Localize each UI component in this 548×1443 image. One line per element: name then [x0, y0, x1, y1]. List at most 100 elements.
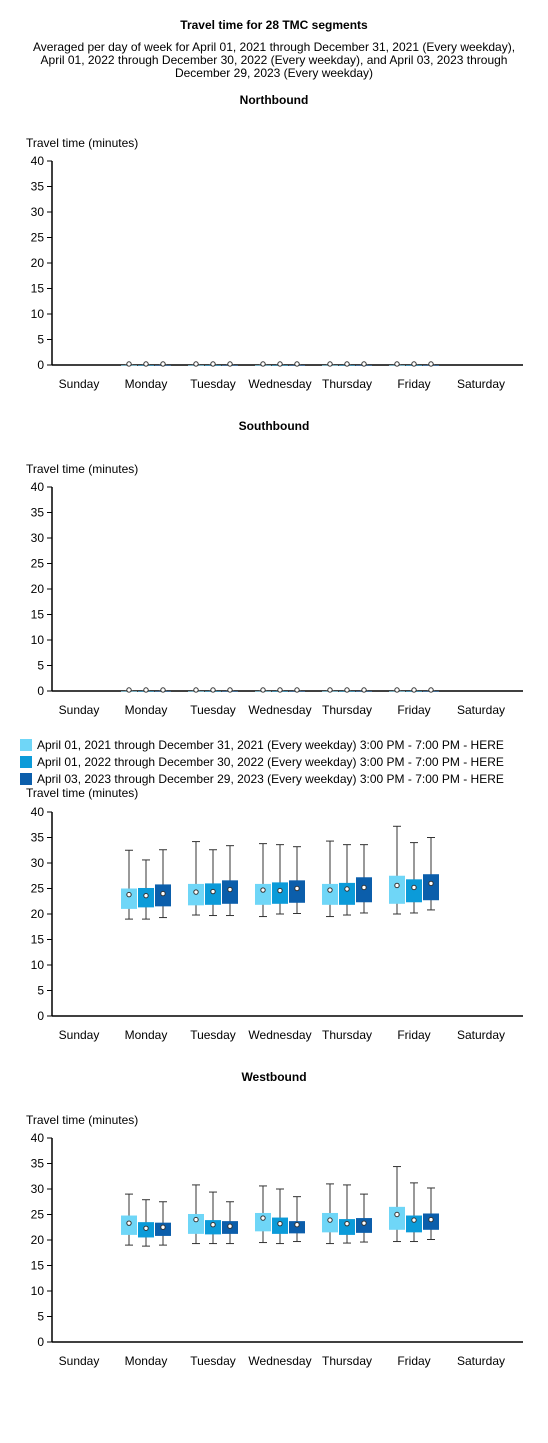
box-plot-mark — [272, 844, 288, 915]
mean-marker — [126, 891, 132, 898]
box-plot-mark — [138, 1199, 154, 1247]
box-iqr — [339, 882, 355, 905]
subtitle-line-1: Averaged per day of week for April 01, 2… — [32, 40, 516, 54]
legend-swatch-2021 — [20, 738, 32, 751]
box-plot-mark — [255, 1185, 271, 1244]
y-tick-label: 10 — [31, 633, 45, 647]
box-plot-mark — [205, 361, 221, 367]
box-iqr — [188, 1213, 204, 1234]
subtitle-line-3: December 29, 2023 (Every weekday) — [174, 66, 374, 80]
mean-marker — [193, 361, 199, 367]
northbound-chart: Northbound Travel time (minutes) 0 5 10 15 20 2… — [26, 93, 523, 391]
page-title: Travel time for 28 TMC segments — [180, 18, 368, 32]
mean-marker — [143, 1225, 149, 1231]
box-plot-mark — [255, 687, 271, 693]
box-plot-mark — [155, 687, 171, 693]
y-tick-label: 5 — [37, 1310, 44, 1324]
box-plot-mark — [155, 361, 171, 367]
mean-marker — [394, 1211, 400, 1218]
y-tick-label: 0 — [37, 684, 44, 698]
x-tick-label: Wednesday — [248, 1354, 311, 1368]
box-plot-mark — [289, 846, 305, 914]
y-tick-label: 25 — [31, 557, 45, 571]
box-plot-mark — [289, 1196, 305, 1243]
mean-marker — [294, 687, 300, 693]
x-tick-label: Saturday — [457, 377, 505, 391]
box-plot-mark — [222, 1201, 238, 1245]
y-tick-label: 25 — [31, 1208, 45, 1222]
y-axis-label: Travel time (minutes) — [26, 136, 138, 150]
mean-marker — [277, 361, 283, 367]
x-tick-label: Saturday — [457, 1028, 505, 1042]
x-tick-label: Thursday — [322, 703, 372, 717]
mean-marker — [277, 687, 283, 693]
box-plot-mark — [339, 361, 355, 367]
x-tick-label: Friday — [397, 1028, 430, 1042]
mean-marker — [143, 892, 149, 899]
x-tick-label: Tuesday — [190, 703, 236, 717]
x-tick-label: Monday — [125, 703, 168, 717]
y-tick-label: 40 — [31, 805, 45, 819]
mean-marker — [126, 361, 132, 367]
y-axis-label: Travel time (minutes) — [26, 1113, 138, 1127]
box-plot-mark — [188, 1184, 204, 1245]
box-plot-mark — [423, 687, 439, 693]
mean-marker — [210, 687, 216, 693]
box-plot-mark — [406, 361, 422, 367]
mean-marker — [361, 1220, 367, 1226]
mean-marker — [394, 361, 400, 367]
mean-marker — [327, 887, 333, 893]
box-iqr — [339, 1219, 355, 1235]
box-iqr — [255, 1212, 271, 1232]
box-plot-mark — [322, 840, 338, 918]
y-tick-label: 0 — [37, 1335, 44, 1349]
y-tick-label: 15 — [31, 608, 45, 622]
box-plot-mark — [138, 859, 154, 920]
mean-marker — [344, 361, 350, 367]
box-plot-mark — [423, 837, 439, 911]
box-plot-mark — [356, 844, 372, 914]
y-tick-label: 25 — [31, 231, 45, 245]
mean-marker — [344, 1220, 350, 1227]
y-tick-label: 30 — [31, 856, 45, 870]
mean-marker — [143, 361, 149, 367]
y-tick-label: 20 — [31, 582, 45, 596]
x-tick-label: Friday — [397, 703, 430, 717]
legend-item-2023[interactable]: April 03, 2023 through December 29, 2023… — [20, 770, 540, 787]
box-plot-mark — [205, 687, 221, 693]
legend-item-2022[interactable]: April 01, 2022 through December 30, 2022… — [20, 753, 540, 770]
box-plot-mark — [339, 687, 355, 693]
box-plot-mark — [406, 687, 422, 693]
box-plot-mark — [222, 845, 238, 917]
box-plot-mark — [356, 687, 372, 693]
mean-marker — [210, 888, 216, 895]
x-tick-label: Tuesday — [190, 1028, 236, 1042]
x-tick-label: Thursday — [322, 377, 372, 391]
mean-marker — [344, 886, 350, 892]
eastbound-chart: Travel time (minutes) 0 5 10 15 20 25 30 35 40 Sun… — [26, 786, 523, 1042]
box-plot-mark — [121, 1193, 137, 1246]
box-plot-mark — [406, 1182, 422, 1243]
mean-marker — [227, 687, 233, 693]
box-plot-mark — [155, 849, 171, 919]
box-plot-mark — [205, 1191, 221, 1245]
box-plot-mark — [322, 1183, 338, 1245]
subtitle-line-2: April 01, 2022 through December 30, 2022… — [40, 53, 508, 67]
page-subtitle: Averaged per day of week for April 01, 2… — [28, 41, 520, 80]
y-tick-label: 20 — [31, 1233, 45, 1247]
box-plot-mark — [222, 687, 238, 693]
mean-marker — [260, 687, 266, 693]
box-iqr — [423, 874, 439, 901]
chart-title: Westbound — [241, 1070, 306, 1084]
x-tick-label: Monday — [125, 1028, 168, 1042]
y-tick-label: 5 — [37, 984, 44, 998]
legend-item-2021[interactable]: April 01, 2021 through December 31, 2021… — [20, 736, 540, 753]
y-tick-label: 0 — [37, 358, 44, 372]
box-plot-mark — [322, 361, 338, 367]
mean-marker — [344, 687, 350, 693]
y-tick-label: 0 — [37, 1009, 44, 1023]
mean-marker — [327, 687, 333, 693]
y-tick-label: 25 — [31, 882, 45, 896]
mean-marker — [193, 889, 199, 895]
box-plot-mark — [322, 687, 338, 693]
